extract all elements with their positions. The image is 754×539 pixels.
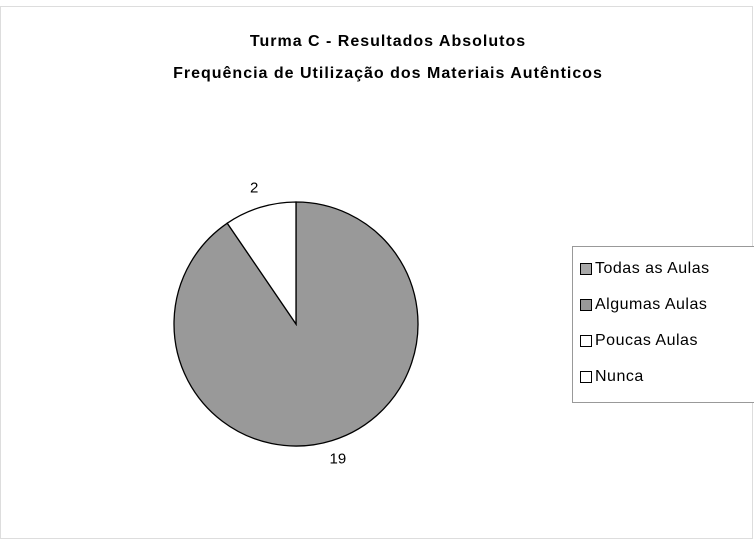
legend-swatch (580, 263, 592, 275)
legend-label: Nunca (595, 368, 644, 385)
legend-label: Algumas Aulas (595, 296, 707, 313)
data-label: 19 (330, 451, 347, 468)
pie-slice (226, 201, 297, 327)
legend-swatch (580, 299, 592, 311)
data-label: 2 (250, 179, 258, 196)
legend-swatch (580, 371, 592, 383)
chart-subtitle: Frequência de Utilização dos Materiais A… (173, 65, 603, 82)
legend-swatch (580, 335, 592, 347)
legend-label: Poucas Aulas (595, 332, 698, 349)
chart-title: Turma C - Resultados Absolutos (250, 33, 526, 50)
legend-label: Todas as Aulas (595, 260, 710, 277)
legend-box (572, 246, 754, 403)
